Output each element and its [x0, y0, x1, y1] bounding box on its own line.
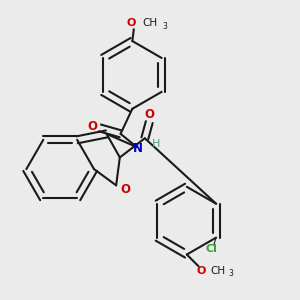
Text: 3: 3 [228, 269, 233, 278]
Text: O: O [197, 266, 206, 276]
Text: N: N [133, 142, 143, 155]
Text: O: O [120, 183, 130, 196]
Text: Cl: Cl [206, 244, 218, 254]
Text: O: O [88, 120, 98, 133]
Text: O: O [126, 18, 136, 28]
Text: CH: CH [210, 266, 225, 276]
Text: 3: 3 [162, 22, 167, 31]
Text: CH: CH [142, 18, 158, 28]
Text: H: H [152, 139, 160, 149]
Text: O: O [145, 108, 155, 121]
